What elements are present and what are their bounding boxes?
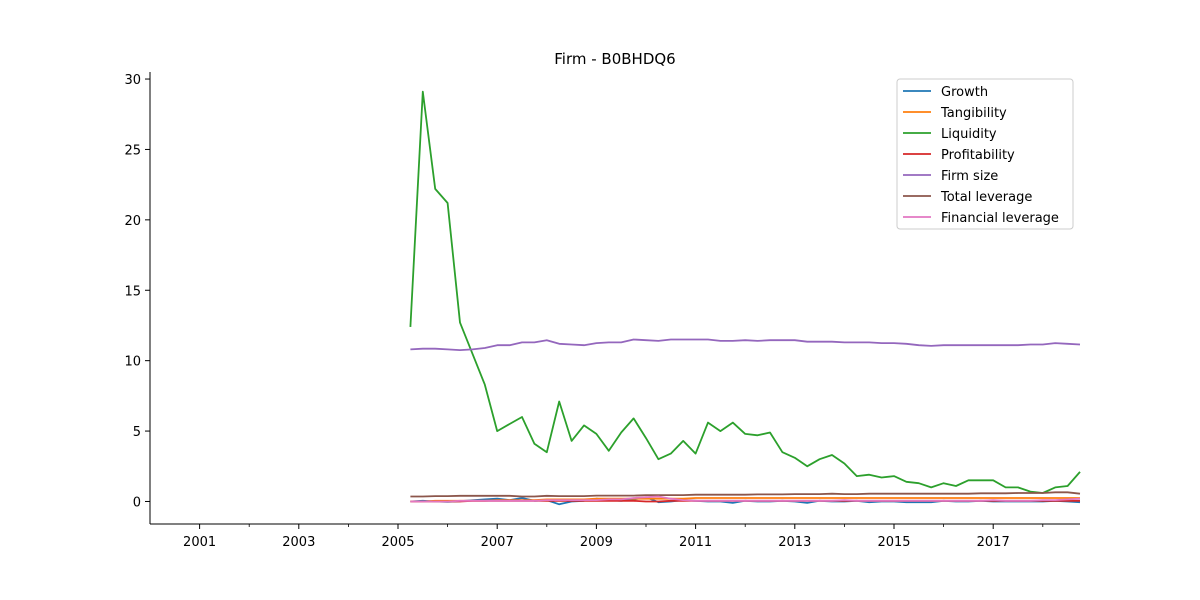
x-tick-label: 2003 [282, 535, 315, 550]
x-tick-label: 2011 [679, 535, 712, 550]
chart-title: Firm - B0BHDQ6 [554, 50, 675, 68]
y-tick-label: 25 [124, 143, 141, 158]
y-tick-label: 0 [133, 495, 141, 510]
y-ticks: 0 5 10 15 20 25 30 [124, 73, 150, 510]
x-tick-label: 2005 [381, 535, 414, 550]
x-tick-label: 2009 [580, 535, 613, 550]
legend-label: Profitability [941, 148, 1015, 163]
legend: Growth Tangibility Liquidity Profitability F… [896, 78, 1074, 230]
legend-label: Firm size [941, 169, 998, 184]
legend-label: Tangibility [940, 106, 1007, 121]
x-tick-label: 2017 [977, 535, 1010, 550]
legend-items: Growth Tangibility Liquidity Profitability F… [903, 85, 1059, 226]
x-tick-label: 2001 [183, 535, 216, 550]
plot-lines [409, 90, 1081, 506]
series-line-firm-size [410, 338, 1081, 352]
legend-box [896, 78, 1074, 230]
y-tick-label: 15 [124, 284, 141, 299]
x-tick-label: 2007 [481, 535, 514, 550]
legend-label: Total leverage [940, 190, 1032, 205]
legend-label: Liquidity [941, 127, 997, 142]
legend-label: Growth [941, 85, 988, 100]
series-line-liquidity [409, 90, 1081, 494]
y-tick-label: 5 [133, 425, 141, 440]
y-tick-label: 20 [124, 214, 141, 229]
x-tick-label: 2015 [877, 535, 910, 550]
y-tick-label: 30 [124, 73, 141, 88]
x-tick-label: 2013 [778, 535, 811, 550]
x-ticks: 2001 2003 2005 2007 2009 2011 2013 2015 2017 [183, 524, 1044, 550]
axes [149, 72, 1080, 525]
legend-label: Financial leverage [941, 211, 1059, 226]
y-tick-label: 10 [124, 355, 141, 370]
series-line-total-leverage [410, 491, 1081, 498]
series-line-financial-leverage [410, 495, 1081, 503]
